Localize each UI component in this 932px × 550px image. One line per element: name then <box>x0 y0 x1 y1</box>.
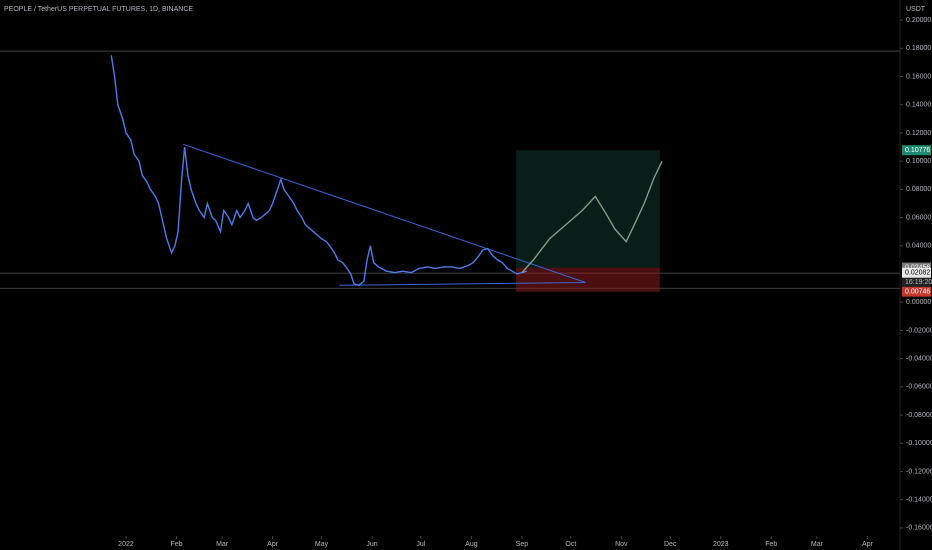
x-tick-label: Mar <box>811 541 824 548</box>
x-tick-label: Aug <box>465 541 478 548</box>
price-tag <box>902 262 931 273</box>
y-tick-label: -0.08000 <box>906 412 932 419</box>
x-tick-label: Jul <box>416 541 425 548</box>
x-tick-label: Feb <box>765 541 777 548</box>
price-tag <box>902 267 931 278</box>
y-tick-label: 0.06000 <box>906 214 931 221</box>
chart-title: PEOPLE / TetherUS PERPETUAL FUTURES, 1D,… <box>4 6 193 13</box>
y-tick-label: 0.08000 <box>906 186 931 193</box>
price-tag <box>902 286 931 297</box>
price-line <box>110 55 527 287</box>
x-tick-label: Sep <box>516 541 529 548</box>
price-tag <box>902 145 931 156</box>
x-tick-label: Nov <box>615 541 628 548</box>
y-tick-label: 0.00000 <box>906 299 931 306</box>
y-tick-label: -0.12000 <box>906 468 932 475</box>
stop-zone <box>516 267 660 292</box>
price-tag-label: 0.00746 <box>905 289 930 296</box>
y-tick-label: -0.04000 <box>906 355 932 362</box>
trendline <box>182 143 586 283</box>
y-tick-label: -0.10000 <box>906 440 932 447</box>
x-tick-label: 2023 <box>713 541 729 548</box>
y-tick-label: -0.14000 <box>906 497 932 504</box>
x-tick-label: Oct <box>565 541 576 548</box>
price-line <box>521 160 663 274</box>
y-unit: USDT <box>906 6 926 13</box>
y-tick-label: 0.10000 <box>906 158 931 165</box>
y-tick-label: 0.12000 <box>906 130 931 137</box>
trendline <box>339 282 586 286</box>
price-tag-label: 0.10776 <box>905 147 930 154</box>
x-tick-label: May <box>315 541 329 548</box>
x-tick-label: Mar <box>216 541 229 548</box>
x-tick-label: Feb <box>170 541 182 548</box>
x-tick-label: Jun <box>366 541 377 548</box>
price-tag-label: 0.02082 <box>905 270 930 277</box>
target-zone <box>516 150 660 268</box>
countdown-box <box>902 277 931 287</box>
y-tick-label: 0.18000 <box>906 45 931 52</box>
y-tick-label: 0.16000 <box>906 73 931 80</box>
y-tick-label: 0.04000 <box>906 243 931 250</box>
y-tick-label: 0.14000 <box>906 102 931 109</box>
y-tick-label: 0.20000 <box>906 17 931 24</box>
countdown: 16:19:20 <box>905 279 932 286</box>
x-tick-label: Apr <box>267 541 279 548</box>
y-tick-label: -0.16000 <box>906 525 932 532</box>
x-tick-label: Apr <box>862 541 874 548</box>
y-tick-label: -0.06000 <box>906 384 932 391</box>
x-tick-label: 2022 <box>118 541 134 548</box>
y-tick-label: -0.02000 <box>906 327 932 334</box>
x-tick-label: Dec <box>664 541 677 548</box>
